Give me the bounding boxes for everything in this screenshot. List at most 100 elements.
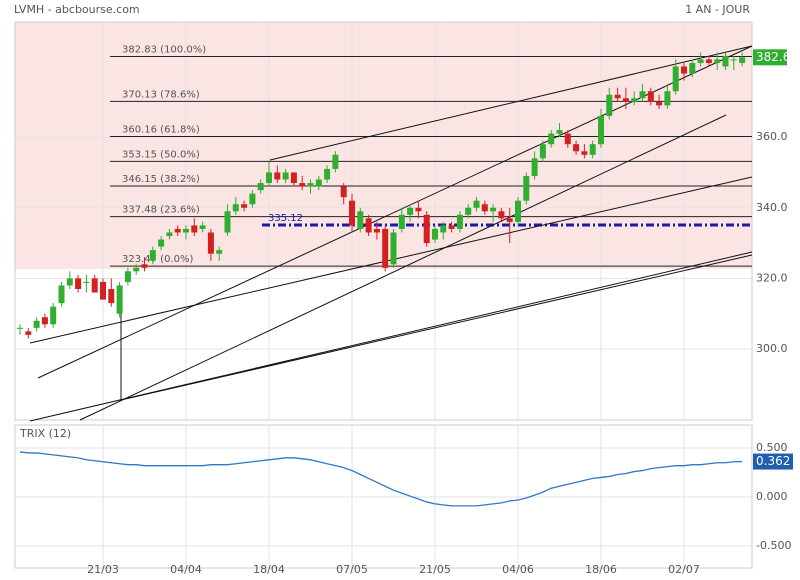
x-tick-label: 07/05 [336,563,368,576]
fib-levels: 382.83 (100.0%) 370.13 (78.6%) 360.16 (61.… [110,45,752,267]
candle-body [573,144,580,152]
candle-body [315,179,322,187]
candle-body [249,193,256,205]
candle-body [714,59,721,63]
candle-body [730,59,737,61]
candle-body [739,57,746,63]
candle-body [332,154,339,169]
candle-body [598,115,604,145]
trix-panel [14,424,753,569]
candle-body [606,94,613,116]
candle-body [390,232,397,265]
trix-title: TRIX (12) [19,427,71,440]
candle-body [174,228,181,233]
fib-zone [15,22,752,269]
candle-body [116,285,123,314]
candle-body [465,207,472,215]
x-tick-label: 18/04 [253,563,285,576]
candle-body [141,264,148,268]
candle-body [656,101,663,106]
support-label: 335.12 [268,213,303,224]
candle-body [689,62,696,74]
candle-body [539,144,546,159]
candle-body [183,228,189,233]
candle-body [631,98,638,102]
fib-label: 360.16 (61.8%) [122,125,200,136]
candle-body [398,214,405,229]
x-tick-label: 04/06 [502,563,534,576]
candle-body [158,239,165,247]
x-tick-label: 02/07 [668,563,700,576]
candle-body [722,55,729,67]
candle-body [232,204,239,212]
trix-line [19,451,743,507]
candle-body [66,278,73,286]
y-tick-label: 340.0 [756,201,788,214]
candle-body [647,91,654,102]
candle-body [498,211,505,219]
candle-body [17,327,23,329]
candle-body [373,228,380,233]
candle-body [149,250,156,261]
fib-label: 337.48 (23.6%) [122,205,200,216]
fib-label: 370.13 (78.6%) [122,89,200,100]
candle-body [697,59,704,63]
plot [17,52,746,507]
candle-body [548,133,555,145]
candle-body [357,211,364,229]
candle-body [622,98,629,102]
trix-label: 0.362 [756,454,790,468]
period: 1 AN - JOUR [685,3,750,16]
candle-body [307,183,314,187]
candle-body [481,204,488,212]
candle-body [456,214,463,229]
y-tick-label: 360.0 [756,130,788,143]
candle-body [681,66,687,74]
candle-body [58,285,65,304]
candle-body [531,158,538,176]
candle-body [100,281,106,300]
candle-body [33,320,40,328]
candle-body [415,207,422,212]
x-tick-label: 04/04 [170,563,202,576]
candle-body [365,218,372,233]
candle-body [672,66,679,92]
chart-title: LVMH - abcbourse.com [14,3,140,16]
candle-body [340,186,347,198]
candle-body [589,144,596,155]
candle-body [423,214,430,244]
candle-body [705,59,712,63]
candle-body [349,200,355,226]
fib-label: 346.15 (38.2%) [122,174,200,185]
candle-body [407,207,414,215]
price-label: 382.6 [756,50,790,64]
candle-body [382,228,389,268]
candle-body [564,133,571,145]
candle-body [506,218,513,222]
candle-body [257,183,264,191]
candle-body [581,151,588,155]
x-tick-label: 21/05 [419,563,451,576]
fib-label: 323.47 (0.0%) [122,254,193,265]
grid [15,22,752,568]
candle-body [523,175,530,201]
candle-body [108,288,115,304]
y-tick-label: -0.500 [756,539,791,552]
candle-body [614,94,621,99]
candle-body [556,130,563,134]
candle-body [216,250,223,254]
candle-body [282,172,289,180]
candle-body [473,200,480,208]
candle-body [490,207,497,212]
candle-body [191,225,198,233]
candle-body [224,211,231,233]
trendline [79,114,727,421]
candle-body [50,306,57,325]
candle-body [166,232,173,237]
candle-body [515,200,521,222]
candle-body [199,225,206,229]
candle-body [207,232,214,254]
candle-body [83,281,90,283]
candle-body [290,172,297,184]
trendline [120,254,753,401]
